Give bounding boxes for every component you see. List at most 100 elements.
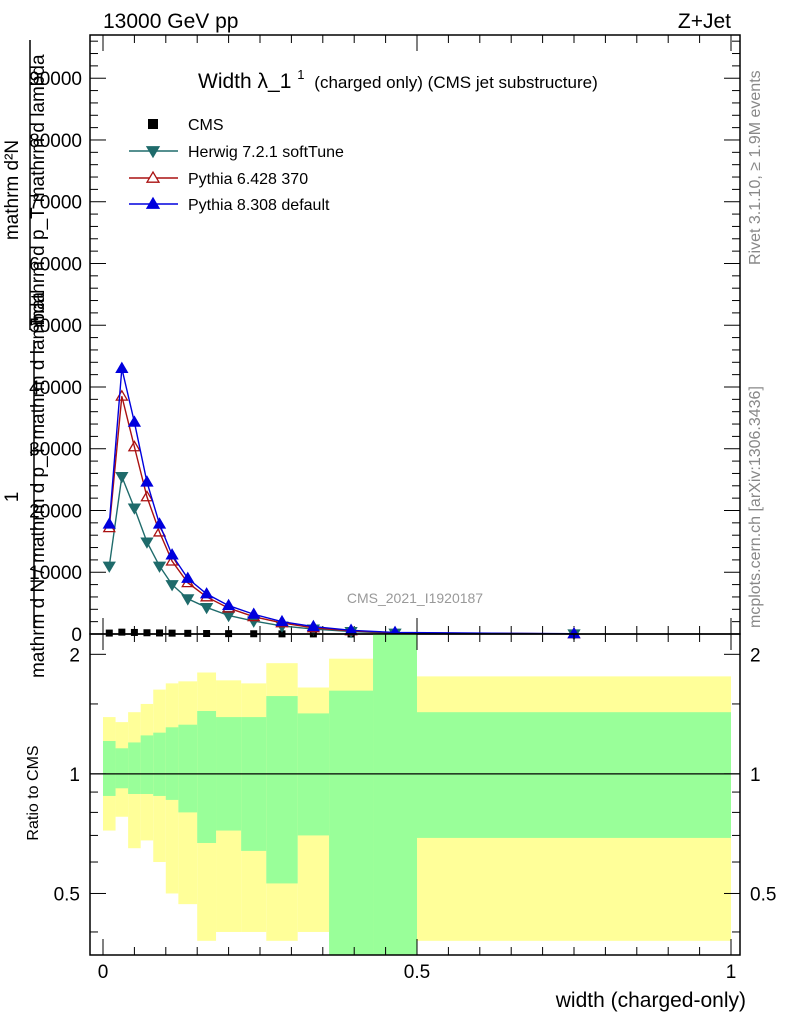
main-y-tick-label: 50000	[29, 316, 82, 337]
series-pythia-6-428-370	[102, 389, 581, 639]
data-point	[306, 619, 321, 632]
ratio-band-bin	[103, 741, 116, 796]
ratio-y-tick-label-right: 1	[750, 765, 761, 786]
data-point	[199, 602, 214, 615]
ratio-band-bin	[197, 710, 217, 843]
process-label: Z+Jet	[678, 10, 731, 33]
ratio-axis-ticks: 0.5 0.5 1 1 2 2 0 0.5 1	[54, 634, 776, 983]
main-y-tick-label: 40000	[29, 378, 82, 399]
data-point	[115, 472, 129, 484]
x-tick-label: 0	[98, 962, 109, 983]
data-point	[130, 628, 138, 636]
legend-marker	[148, 119, 158, 129]
main-title-text: Width λ_1 1 (charged only) (CMS jet subs…	[198, 61, 598, 93]
main-y-tick-label: 20000	[29, 501, 82, 522]
data-point	[221, 598, 236, 611]
data-point	[168, 629, 176, 637]
data-point	[156, 629, 164, 637]
data-point	[152, 561, 167, 573]
legend-marker	[145, 146, 161, 159]
legend: CMS Herwig 7.2.1 softTune Pythia 6.428 370…	[129, 117, 344, 214]
ratio-band-bin	[115, 748, 129, 789]
ratio-band-bin	[178, 724, 198, 813]
ratio-y-tick-label: 0.5	[54, 884, 80, 905]
main-y-tick-label: 80000	[29, 131, 82, 152]
legend-entry: CMS	[148, 117, 224, 134]
ratio-plot-frame	[89, 633, 741, 956]
data-point	[199, 587, 214, 599]
data-point	[181, 571, 195, 583]
main-y-tick-label: 70000	[29, 193, 82, 214]
main-y-tick-label: 30000	[29, 440, 82, 461]
ratio-y-tick-label-right: 2	[750, 645, 761, 666]
ratio-band-bin	[329, 690, 374, 955]
main-axis-ticks: 0 10000 20000 30000 40000 50000 60000 70000 8000…	[29, 35, 740, 646]
series-line	[108, 368, 575, 635]
y-label-numerator: mathrm d²N	[2, 140, 23, 240]
legend-marker	[145, 170, 161, 183]
x-axis-label: width (charged-only)	[555, 989, 746, 1012]
main-series-layer	[102, 361, 581, 641]
analysis-watermark: CMS_2021_I1920187	[347, 590, 483, 606]
ratio-band-bin	[153, 732, 166, 796]
data-point	[181, 594, 195, 606]
rivet-version-label: Rivet 3.1.10, ≥ 1.9M events	[747, 70, 764, 265]
data-point	[275, 614, 289, 627]
main-title-rest: (charged only) (CMS jet substructure)	[314, 73, 597, 92]
main-y-tick-label: 0	[71, 625, 82, 646]
main-title-superscript: 1	[297, 67, 304, 82]
main-y-tick-label: 60000	[29, 254, 82, 275]
data-point	[127, 440, 142, 452]
data-point	[127, 415, 142, 427]
ratio-band-bin	[140, 735, 154, 794]
ratio-band-bin	[128, 742, 141, 794]
data-point	[102, 561, 116, 573]
main-y-tick-label: 90000	[29, 69, 82, 90]
data-point	[115, 361, 129, 373]
data-point	[127, 503, 142, 515]
y-label-one: 1	[2, 492, 23, 503]
data-point	[165, 548, 179, 560]
data-point	[247, 607, 261, 619]
series-line	[108, 473, 575, 635]
main-y-tick-label: 10000	[29, 563, 82, 584]
ratio-y-tick-label-right: 0.5	[750, 884, 776, 905]
y-label-denominator: mathrm d N / mathrm d p_T mathrm d lambd…	[28, 292, 49, 679]
ratio-band-bin	[373, 634, 417, 955]
x-tick-label: 1	[726, 962, 737, 983]
x-tick-label: 0.5	[404, 962, 430, 983]
ratio-y-tick-label: 1	[69, 765, 80, 786]
data-point	[118, 628, 126, 636]
ratio-uncertainty-bands	[103, 634, 731, 955]
ratio-y-tick-label: 2	[69, 645, 80, 666]
legend-label: CMS	[188, 117, 224, 134]
data-point	[140, 537, 154, 549]
data-point	[152, 517, 167, 529]
data-point	[102, 517, 116, 529]
energy-label: 13000 GeV pp	[103, 10, 238, 33]
data-point	[165, 580, 179, 592]
main-title: Width λ_1 1 (charged only) (CMS jet subs…	[198, 61, 598, 93]
legend-marker	[145, 196, 161, 209]
data-point	[140, 475, 154, 487]
ratio-band-bin	[266, 696, 298, 884]
series-line	[108, 396, 575, 635]
ratio-y-axis-label: Ratio to CMS	[25, 745, 42, 840]
ratio-band-bin	[165, 727, 179, 800]
data-point	[143, 629, 151, 637]
data-point	[140, 490, 154, 502]
main-y-axis-label: 1 mathrm d N / mathrm d p_T mathrm d lam…	[2, 40, 49, 678]
legend-label: Pythia 6.428 370	[188, 171, 308, 188]
series-pythia-8-308-default	[102, 361, 581, 639]
legend-entry: Pythia 6.428 370	[129, 170, 308, 188]
ratio-band-bin	[417, 712, 731, 838]
mcplots-label: mcplots.cern.ch [arXiv:1306.3436]	[747, 386, 764, 628]
ratio-band-bin	[241, 717, 267, 851]
main-title-lambda: Width λ_1	[198, 70, 291, 93]
legend-label: Pythia 8.308 default	[188, 197, 330, 214]
y-label-numerator-denominator: mathrm d p_T mathrm d lambda	[28, 54, 49, 325]
legend-entry: Pythia 8.308 default	[129, 196, 330, 214]
legend-label: Herwig 7.2.1 softTune	[188, 144, 344, 161]
data-point	[105, 629, 113, 637]
